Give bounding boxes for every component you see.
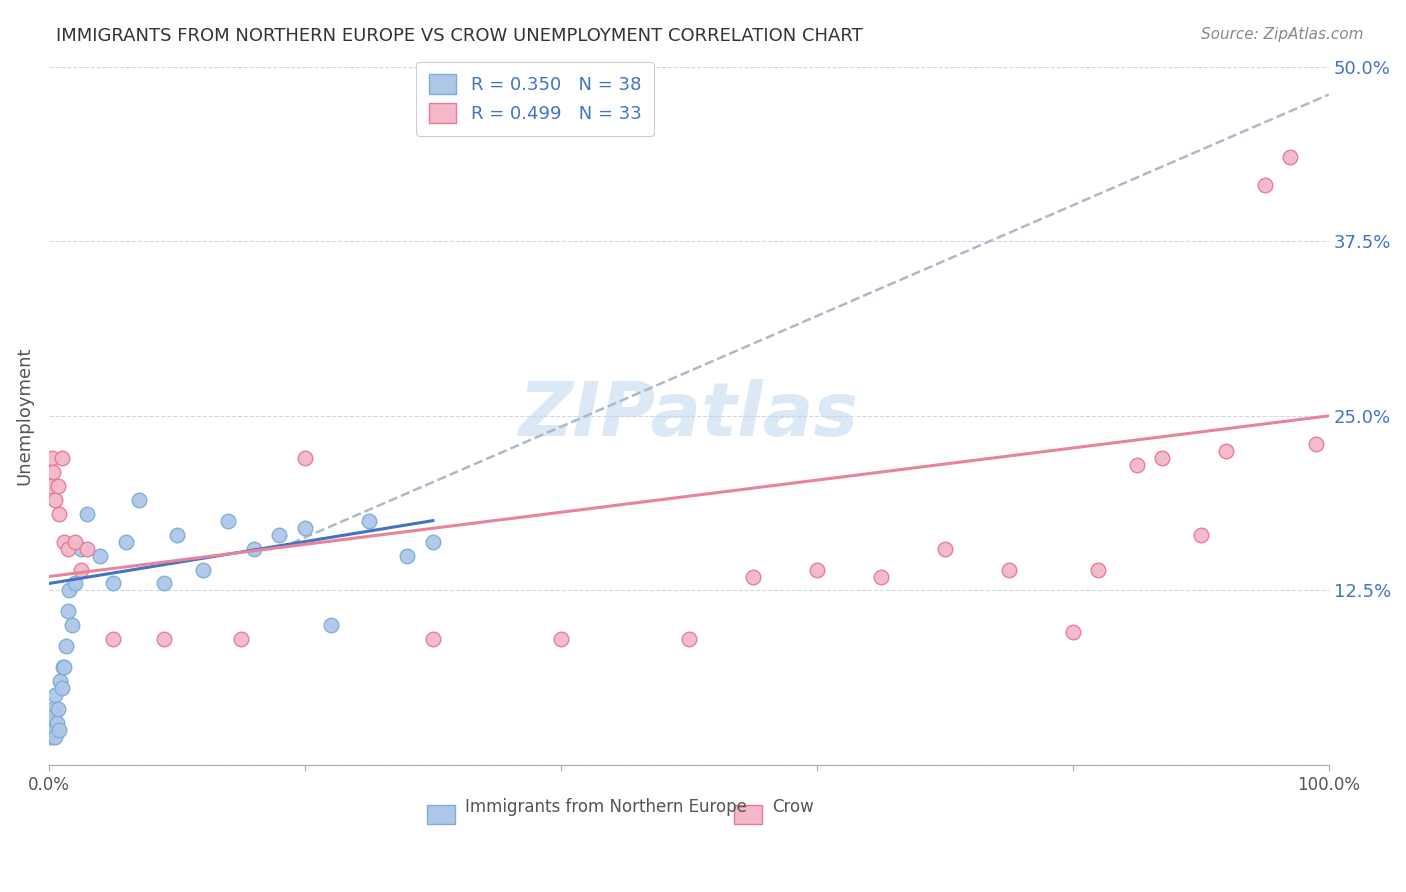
Point	[76, 507, 98, 521]
Point	[44, 492, 66, 507]
Point	[294, 450, 316, 465]
Point	[1062, 625, 1084, 640]
Point	[114, 534, 136, 549]
Point	[53, 534, 76, 549]
Point	[1087, 562, 1109, 576]
Text: Crow: Crow	[772, 798, 814, 816]
Point	[153, 576, 176, 591]
Point	[41, 716, 63, 731]
Point	[217, 514, 239, 528]
Point	[1279, 150, 1302, 164]
Point	[1152, 450, 1174, 465]
Point	[48, 723, 70, 738]
Point	[269, 527, 291, 541]
Point	[51, 450, 73, 465]
Point	[422, 534, 444, 549]
Point	[56, 604, 79, 618]
Point	[89, 549, 111, 563]
Text: Source: ZipAtlas.com: Source: ZipAtlas.com	[1201, 27, 1364, 42]
Point	[58, 583, 80, 598]
Point	[46, 702, 69, 716]
Text: Immigrants from Northern Europe: Immigrants from Northern Europe	[465, 798, 747, 816]
Point	[42, 730, 65, 744]
Point	[998, 562, 1021, 576]
Point	[153, 632, 176, 647]
Point	[60, 618, 83, 632]
Point	[741, 569, 763, 583]
Point	[45, 716, 67, 731]
Point	[55, 640, 77, 654]
Point	[191, 562, 214, 576]
Point	[166, 527, 188, 541]
Point	[101, 576, 124, 591]
Point	[242, 541, 264, 556]
Point	[51, 681, 73, 696]
Point	[70, 562, 93, 576]
Point	[229, 632, 252, 647]
Point	[934, 541, 956, 556]
Y-axis label: Unemployment: Unemployment	[15, 347, 32, 485]
Point	[41, 723, 63, 738]
Point	[396, 549, 419, 563]
Point	[39, 730, 62, 744]
Text: IMMIGRANTS FROM NORTHERN EUROPE VS CROW UNEMPLOYMENT CORRELATION CHART: IMMIGRANTS FROM NORTHERN EUROPE VS CROW …	[56, 27, 863, 45]
Point	[678, 632, 700, 647]
Point	[48, 507, 70, 521]
Point	[63, 534, 86, 549]
Point	[1254, 178, 1277, 193]
Point	[44, 730, 66, 744]
Point	[41, 450, 63, 465]
Point	[357, 514, 380, 528]
Point	[294, 520, 316, 534]
Point	[56, 541, 79, 556]
Point	[1305, 437, 1327, 451]
Point	[42, 465, 65, 479]
Point	[806, 562, 828, 576]
Point	[49, 674, 72, 689]
FancyBboxPatch shape	[734, 805, 762, 824]
Point	[76, 541, 98, 556]
Point	[319, 618, 342, 632]
Point	[44, 688, 66, 702]
Point	[101, 632, 124, 647]
Point	[1189, 527, 1212, 541]
Point	[52, 660, 75, 674]
Point	[1215, 443, 1237, 458]
Point	[63, 576, 86, 591]
Point	[42, 702, 65, 716]
FancyBboxPatch shape	[426, 805, 454, 824]
Point	[422, 632, 444, 647]
Point	[53, 660, 76, 674]
Point	[1126, 458, 1149, 472]
Point	[550, 632, 572, 647]
Point	[39, 479, 62, 493]
Point	[42, 709, 65, 723]
Point	[869, 569, 891, 583]
Text: ZIPatlas: ZIPatlas	[519, 379, 859, 452]
Point	[42, 723, 65, 738]
Point	[128, 492, 150, 507]
Legend: R = 0.350   N = 38, R = 0.499   N = 33: R = 0.350 N = 38, R = 0.499 N = 33	[416, 62, 654, 136]
Point	[70, 541, 93, 556]
Point	[46, 479, 69, 493]
